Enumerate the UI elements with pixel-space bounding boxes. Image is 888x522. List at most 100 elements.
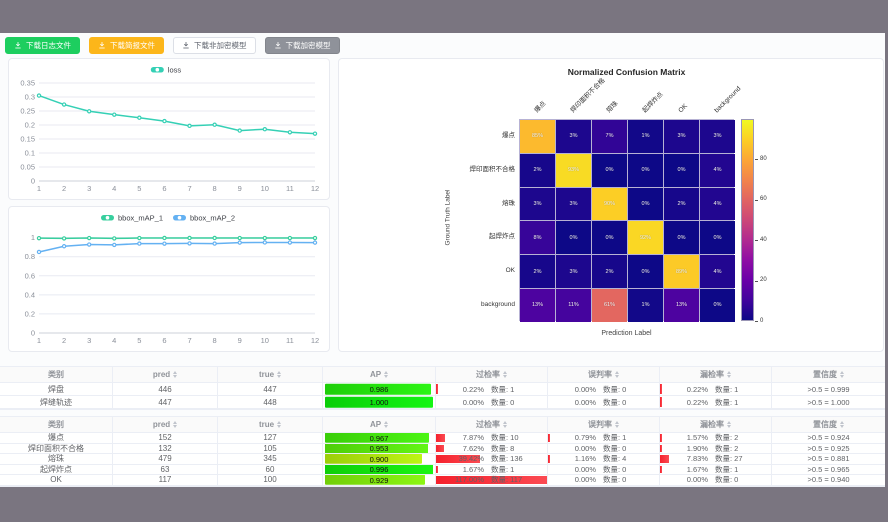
svg-text:1: 1	[37, 184, 41, 193]
sort-icon[interactable]	[615, 371, 619, 378]
col-header-pred[interactable]: pred	[113, 417, 218, 433]
sort-icon[interactable]	[173, 421, 178, 428]
legend-item-bbox_mAP_2[interactable]: bbox_mAP_2	[173, 213, 235, 222]
svg-text:2: 2	[62, 336, 66, 345]
col-header-miss-rate[interactable]: 漏检率	[660, 367, 772, 383]
col-header-pred[interactable]: pred	[113, 367, 218, 383]
sort-icon[interactable]	[277, 421, 282, 428]
cm-colorbar-tick-label: 20	[760, 277, 767, 284]
button-label: 下载日志文件	[26, 40, 71, 50]
ap-value: 0.953	[369, 443, 389, 453]
misjudge-rate-value: 1.16%	[574, 454, 596, 464]
cell-category: 爆点	[0, 433, 113, 444]
sort-icon[interactable]	[615, 421, 619, 428]
cell-miss-rate: 7.83% 数量: 27	[660, 454, 772, 465]
cell-category: 熔珠	[0, 454, 113, 465]
sort-icon[interactable]	[384, 421, 389, 428]
header-label: true	[258, 420, 275, 429]
ap-bar	[325, 443, 428, 454]
miss-rate-count: 数量: 1	[715, 384, 739, 394]
svg-text:0.15: 0.15	[20, 135, 35, 144]
miss-rate-value: 0.22%	[686, 384, 708, 394]
cm-cell-r1-c3: 0%	[628, 153, 663, 187]
cell-ap: 0.967	[323, 433, 436, 444]
sort-icon[interactable]	[727, 421, 731, 428]
cell-pred: 132	[113, 443, 218, 454]
col-header-confidence[interactable]: 置信度	[772, 417, 885, 433]
svg-text:loss: loss	[168, 65, 182, 74]
over-rate-value: 39.42%	[458, 454, 484, 464]
over-rate-count: 数量: 1	[491, 384, 515, 394]
col-header-over-rate[interactable]: 过检率	[436, 417, 548, 433]
over-rate-count: 数量: 0	[491, 397, 515, 407]
cm-cell-r1-c5: 4%	[700, 153, 735, 187]
cell-misjudge-rate: 0.00% 数量: 0	[548, 443, 660, 454]
confusion-matrix-card: Normalized Confusion Matrix Ground Truth…	[338, 58, 884, 352]
sort-icon[interactable]	[173, 371, 178, 378]
cm-cell-r4-c1: 3%	[556, 255, 591, 288]
metrics-tables: 类别 pred true AP 过检率 误判率 漏检率 置信度 焊盘 446 447 0.986 0.2…	[0, 366, 885, 487]
col-header-true[interactable]: true	[218, 417, 323, 433]
col-header-category: 类别	[0, 367, 113, 383]
sort-icon[interactable]	[840, 371, 844, 378]
legend-item-bbox_mAP_1[interactable]: bbox_mAP_1	[101, 213, 163, 222]
cm-cell-r4-c0: 2%	[520, 255, 555, 288]
svg-text:0: 0	[31, 177, 35, 186]
sort-icon[interactable]	[503, 371, 507, 378]
download-encrypted-model-button[interactable]: 下载加密模型	[264, 36, 340, 54]
download-unencrypted-model-button[interactable]: 下载非加密模型	[173, 36, 256, 54]
loss-chart: 00.050.10.150.20.250.30.351 2 3 4 5 6 7 8 9 10 11 1…	[20, 65, 319, 193]
cm-col-label: background	[713, 85, 743, 115]
table-row: 起焊炸点 63 60 0.996 1.67% 数量: 1 0.00% 数量: 0 1.67% 数量…	[0, 464, 885, 475]
over-rate-bar	[436, 455, 480, 463]
cm-cell-r5-c0: 13%	[520, 288, 555, 322]
svg-text:7: 7	[187, 336, 191, 345]
col-header-ap[interactable]: AP	[323, 417, 436, 433]
col-header-misjudge-rate[interactable]: 误判率	[548, 417, 660, 433]
miss-rate-bar	[660, 397, 662, 407]
cell-confidence: >0.5 = 0.940	[772, 475, 885, 486]
cm-cell-r0-c2: 7%	[592, 120, 627, 153]
download-icon	[15, 42, 21, 49]
miss-rate-count: 数量: 27	[715, 454, 743, 464]
legend-item-loss[interactable]: loss	[150, 65, 182, 74]
cell-pred: 479	[113, 454, 218, 465]
misjudge-rate-value: 0.00%	[574, 475, 596, 485]
col-header-miss-rate[interactable]: 漏检率	[660, 417, 772, 433]
sort-icon[interactable]	[277, 371, 282, 378]
svg-text:9: 9	[238, 336, 242, 345]
col-header-true[interactable]: true	[218, 367, 323, 383]
cm-cell-r3-c1: 0%	[556, 221, 591, 255]
ap-bar	[325, 433, 430, 443]
over-rate-bar	[436, 476, 547, 484]
svg-text:4: 4	[112, 184, 116, 193]
misjudge-rate-count: 数量: 4	[603, 454, 627, 464]
button-label: 下载非加密模型	[194, 40, 247, 50]
ap-bar	[325, 383, 432, 395]
cell-misjudge-rate: 0.00% 数量: 0	[548, 464, 660, 475]
dashboard: 下载日志文件 下载简报文件 下载非加密模型 下载加密模型 0 0.05 0.1 0.15 0.…	[0, 33, 885, 487]
svg-text:11: 11	[286, 184, 294, 193]
sort-icon[interactable]	[840, 421, 844, 428]
cm-cell-r0-c4: 3%	[664, 120, 699, 153]
download-icon	[274, 42, 281, 49]
col-header-over-rate[interactable]: 过检率	[436, 367, 548, 383]
cm-cell-r2-c5: 4%	[700, 187, 735, 221]
over-rate-value: 0.00%	[462, 397, 484, 407]
ap-bar	[325, 396, 433, 408]
col-header-confidence[interactable]: 置信度	[772, 367, 885, 383]
col-header-ap[interactable]: AP	[323, 367, 436, 383]
cm-colorbar-tick	[755, 240, 758, 242]
ap-bar	[325, 475, 426, 485]
cm-cell-r5-c1: 11%	[556, 288, 591, 322]
col-header-misjudge-rate[interactable]: 误判率	[548, 367, 660, 383]
cell-true: 100	[218, 475, 323, 486]
sort-icon[interactable]	[727, 371, 731, 378]
download-report-button[interactable]: 下载简报文件	[89, 36, 164, 54]
sort-icon[interactable]	[503, 421, 507, 428]
ap-value: 1.000	[369, 397, 389, 407]
svg-text:bbox_mAP_1: bbox_mAP_1	[118, 213, 163, 222]
download-log-button[interactable]: 下载日志文件	[5, 36, 80, 54]
cell-true: 345	[218, 454, 323, 465]
sort-icon[interactable]	[384, 371, 389, 378]
